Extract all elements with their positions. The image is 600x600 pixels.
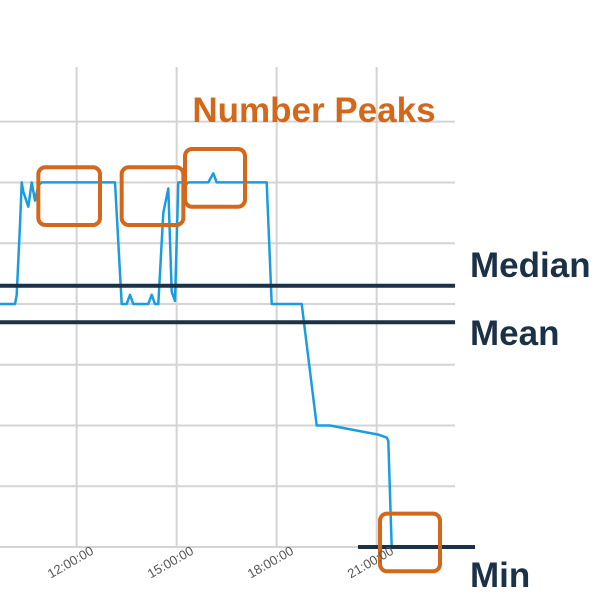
reference-lines <box>0 283 475 549</box>
x-tick-label-0: 12:00:00 <box>45 543 96 581</box>
reference-labels: Median Mean Min <box>470 246 591 595</box>
peak-box-2 <box>183 147 247 209</box>
series-layer <box>0 172 417 549</box>
peak-box-0 <box>36 165 102 227</box>
median-label: Median <box>470 246 591 285</box>
series-line-0 <box>0 172 417 549</box>
mean-label: Mean <box>470 314 559 353</box>
horizontal-gridlines <box>0 120 455 548</box>
x-tick-labels: 12:00:00 15:00:00 18:00:00 21:00:00 <box>45 543 396 581</box>
min-label: Min <box>470 556 530 595</box>
peak-box-1 <box>119 165 186 227</box>
x-tick-label-1: 15:00:00 <box>145 543 196 581</box>
x-tick-label-2: 18:00:00 <box>245 543 296 581</box>
peak-box-3 <box>378 511 442 574</box>
peak-annotations <box>36 147 442 574</box>
annotation-title: Number Peaks <box>192 91 435 130</box>
vertical-gridlines <box>75 67 378 547</box>
